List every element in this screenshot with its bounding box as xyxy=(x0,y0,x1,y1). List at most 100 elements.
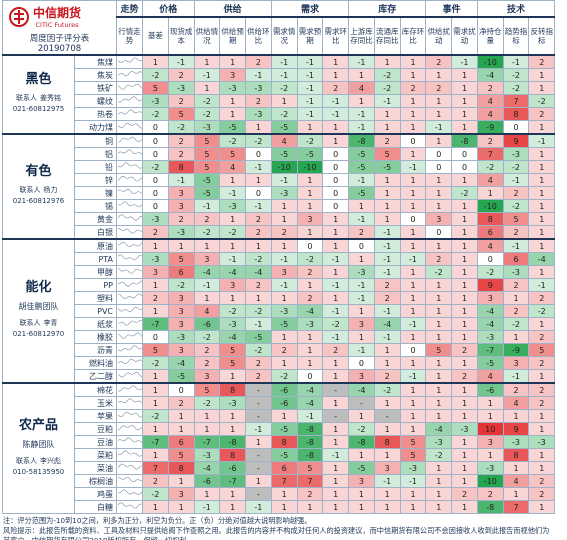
trend-sparkline xyxy=(117,371,142,378)
score-cell: -2 xyxy=(373,382,401,397)
score-cell: 2 xyxy=(528,487,556,501)
score-cell: 1 xyxy=(322,474,350,488)
score-cell: -1 xyxy=(502,54,530,69)
commodity-row: 菜粕 1 5 -3 8- -5 -8 -1 1 1 5 -2 1 1 8 1 xyxy=(3,448,556,462)
score-cell: 1 xyxy=(425,304,453,318)
score-cell: 1 xyxy=(399,330,427,344)
score-cell: 1 xyxy=(451,409,478,423)
commodity-name: 铜 xyxy=(73,133,118,148)
score-cell: 1 xyxy=(348,94,375,108)
score-cell: 1 xyxy=(476,396,504,410)
score-cell: 1 xyxy=(167,238,195,253)
score-cell: 6 xyxy=(167,435,195,449)
score-cell: 0 xyxy=(399,212,427,226)
score-cell: -4 xyxy=(193,461,221,475)
score-cell: 1 xyxy=(451,212,478,226)
score-cell: 1 xyxy=(425,487,453,501)
score-cell: 0 xyxy=(451,160,478,174)
trend-sparkline xyxy=(117,267,142,274)
score-cell: 1 xyxy=(296,278,324,292)
score-cell: 1 xyxy=(425,474,453,488)
trend-sparkline xyxy=(117,201,142,208)
score-cell: 1 xyxy=(322,487,350,501)
group-header: 事件 xyxy=(425,0,478,18)
score-cell: 1 xyxy=(193,54,221,69)
score-cell: -2 xyxy=(193,225,221,240)
score-cell: 1 xyxy=(322,238,350,253)
score-cell: 8 xyxy=(219,448,247,462)
commodity-row: 镍 0 3 -5 -1 0 -3 1 0 -5 1 1 1 -2 1 2 1 xyxy=(3,186,556,200)
score-cell: 4 xyxy=(219,160,247,174)
score-cell: 1 xyxy=(245,120,272,135)
group-header: 供给 xyxy=(193,0,272,18)
score-cell: 3 xyxy=(167,304,195,318)
score-cell: -7 xyxy=(142,317,169,331)
score-cell: -8 xyxy=(296,448,324,462)
score-cell: 1 xyxy=(451,330,478,344)
commodity-name: 豆粕 xyxy=(73,422,118,436)
score-cell: -2 xyxy=(348,422,375,436)
score-cell: 1 xyxy=(322,265,350,279)
score-cell: 1 xyxy=(451,448,478,462)
score-cell: 1 xyxy=(348,409,375,423)
score-cell: -2 xyxy=(528,94,556,108)
score-cell: 1 xyxy=(245,238,272,253)
score-cell: 2 xyxy=(528,54,556,69)
commodity-name: PVC xyxy=(73,304,118,318)
score-cell: 0 xyxy=(322,173,350,187)
commodity-row: 沥青 5 3 2 5 -2 2 1 2 -1 1 0 5 2 -7 -9 5 xyxy=(3,343,556,357)
score-cell: 2 xyxy=(502,304,530,318)
score-cell: -1 xyxy=(245,68,272,82)
score-cell: 1 xyxy=(399,225,427,240)
score-cell: 4 xyxy=(476,369,504,384)
score-cell: 1 xyxy=(399,147,427,161)
trend-sparkline xyxy=(117,385,142,392)
score-cell: -5 xyxy=(270,120,298,135)
score-cell: 0 xyxy=(348,238,375,253)
score-cell: 3 xyxy=(167,343,195,357)
column-header: 需求预期 xyxy=(296,16,324,56)
contact-name: 李兴彪 xyxy=(40,456,61,465)
commodity-name: 乙二醇 xyxy=(73,369,118,384)
score-cell: 1 xyxy=(270,238,298,253)
score-cell: 1 xyxy=(322,54,350,69)
contact-label: 联系人 xyxy=(16,456,37,465)
score-cell: 1 xyxy=(348,304,375,318)
score-cell: 1 xyxy=(296,330,324,344)
trend-sparkline xyxy=(117,489,142,496)
score-cell: -1 xyxy=(502,369,530,384)
score-cell: 1 xyxy=(373,54,401,69)
column-header: 上游库存同比 xyxy=(348,16,375,56)
trend-cell xyxy=(116,382,144,397)
score-cell: 1 xyxy=(451,500,478,514)
score-cell: 0 xyxy=(296,369,324,384)
score-cell: -4 xyxy=(476,68,504,82)
trend-cell xyxy=(116,435,144,449)
score-cell: 5 xyxy=(528,343,556,357)
score-cell: -4 xyxy=(476,317,504,331)
score-cell: -8 xyxy=(476,500,504,514)
commodity-name: 动力煤 xyxy=(73,120,118,135)
score-cell: 4 xyxy=(348,81,375,95)
score-cell: -5 xyxy=(296,147,324,161)
score-cell: 0 xyxy=(322,199,350,213)
score-cell: 0 xyxy=(322,186,350,200)
score-cell: -4 xyxy=(528,252,556,266)
score-cell: 1 xyxy=(219,107,247,121)
contact-phone: 010-58135950 xyxy=(12,467,65,476)
trend-cell xyxy=(116,422,144,436)
score-cell: 1 xyxy=(348,487,375,501)
score-cell: -2 xyxy=(502,317,530,331)
trend-cell xyxy=(116,356,144,370)
score-cell: -2 xyxy=(245,133,272,148)
score-cell: -3 xyxy=(502,265,530,279)
score-cell: 1 xyxy=(425,356,453,370)
score-cell: -2 xyxy=(193,94,221,108)
score-cell: -1 xyxy=(270,173,298,187)
trend-cell xyxy=(116,252,144,266)
commodity-name: 黄金 xyxy=(73,212,118,226)
trend-cell xyxy=(116,448,144,462)
score-cell: 3 xyxy=(476,291,504,305)
trend-sparkline xyxy=(117,70,142,77)
score-cell: -7 xyxy=(219,474,247,488)
